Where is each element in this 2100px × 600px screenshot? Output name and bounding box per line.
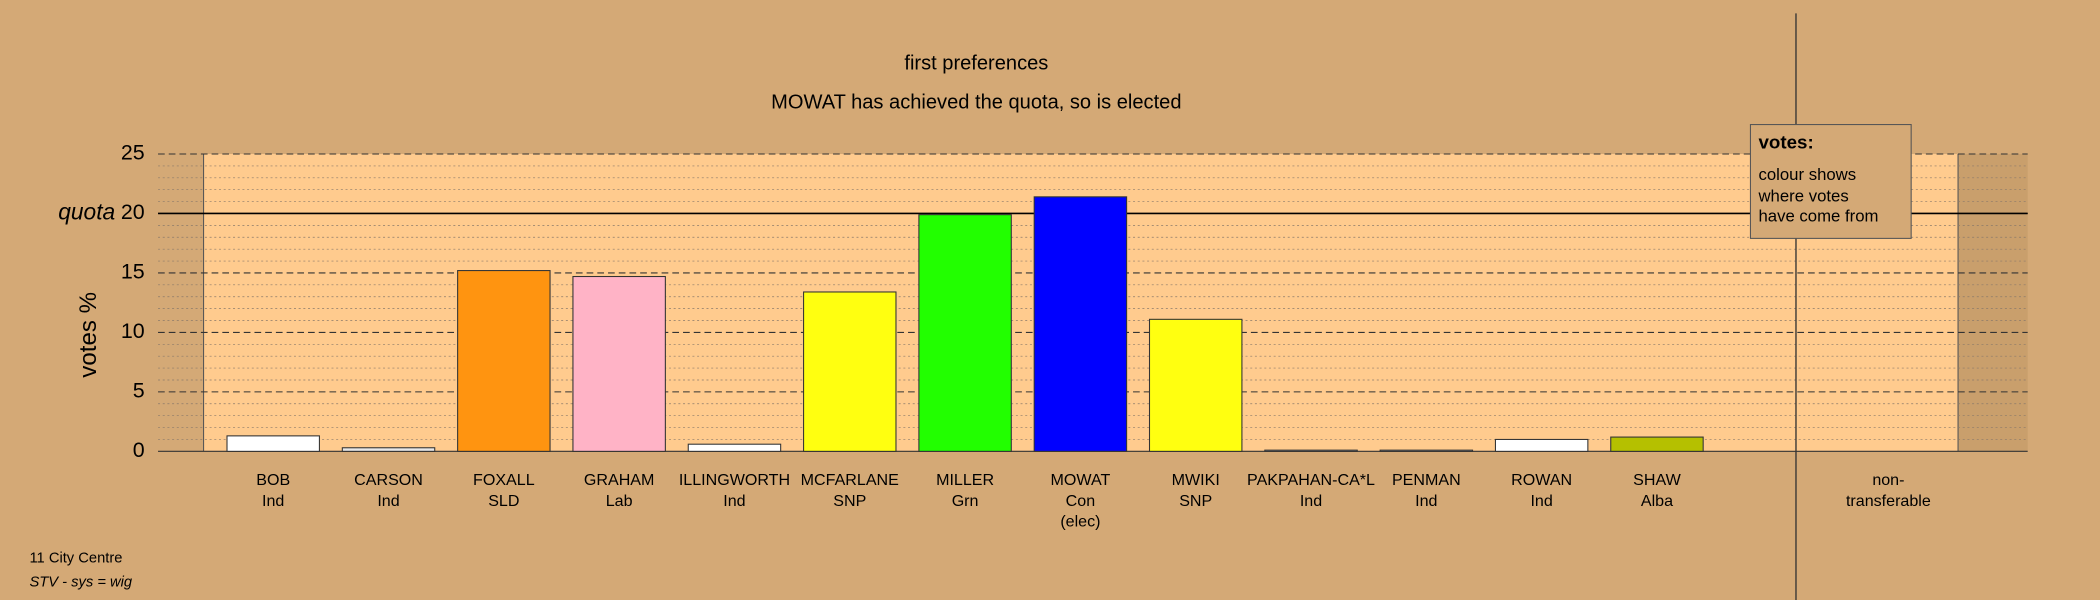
y-tick-label: 5 (133, 379, 145, 403)
x-tick-label: MOWAT (1051, 471, 1111, 489)
bar (803, 291, 897, 452)
y-tick-label: 20 (121, 200, 145, 224)
x-tick-label: CARSON (354, 471, 423, 489)
side-area (1958, 154, 2028, 452)
x-tick-label: FOXALL (473, 471, 535, 489)
x-tick-label: Ind (262, 492, 284, 510)
x-tick-label: transferable (1846, 492, 1931, 510)
y-tick-label: 10 (121, 319, 145, 343)
chart-title: first preferences (904, 53, 1048, 75)
bar (687, 443, 782, 452)
legend-text: where votes (1757, 186, 1848, 205)
x-tick-label: ROWAN (1511, 471, 1572, 489)
x-tick-label: GRAHAM (584, 471, 655, 489)
x-tick-label: SNP (1179, 492, 1212, 510)
x-tick-label: Ind (723, 492, 745, 510)
x-tick-label: Grn (952, 492, 979, 510)
x-tick-label: SLD (488, 492, 519, 510)
quota-label: quota (58, 198, 115, 224)
bar (1033, 196, 1128, 452)
legend-text: have come from (1758, 206, 1878, 225)
chart-subtitle: MOWAT has achieved the quota, so is elec… (771, 91, 1181, 113)
legend-text: colour shows (1758, 165, 1856, 184)
x-tick-label: Ind (1415, 492, 1437, 510)
legend-title: votes: (1758, 131, 1813, 152)
x-tick-label: (elec) (1060, 513, 1100, 531)
x-tick-label: MWIKI (1172, 471, 1220, 489)
x-tick-label: Alba (1641, 492, 1673, 510)
x-tick-label: SHAW (1633, 471, 1681, 489)
x-tick-label: Ind (1300, 492, 1322, 510)
bar (918, 214, 1012, 452)
x-tick-label: non- (1872, 471, 1904, 489)
y-axis-label: votes % (75, 292, 102, 378)
x-tick-label: BOB (256, 471, 290, 489)
y-tick-label: 25 (121, 141, 145, 165)
footer: 11 City Centre (29, 550, 122, 566)
bar (341, 447, 436, 452)
x-tick-label: ILLINGWORTH (679, 471, 790, 489)
x-tick-label: Ind (1530, 492, 1552, 510)
x-tick-label: Con (1066, 492, 1095, 510)
legend-box (1749, 124, 1912, 239)
x-tick-label: SNP (833, 492, 866, 510)
bar (1379, 449, 1474, 452)
bar (1610, 436, 1704, 452)
footer: STV - sys = wig (29, 574, 132, 590)
x-tick-label: Lab (606, 492, 633, 510)
bar (226, 435, 320, 452)
x-tick-label: MILLER (936, 471, 994, 489)
bar (1264, 449, 1358, 452)
bar (572, 275, 666, 452)
bar (457, 270, 551, 452)
x-tick-label: Ind (377, 492, 399, 510)
y-tick-label: 0 (133, 438, 145, 462)
y-tick-label: 15 (121, 260, 145, 284)
bar (1148, 318, 1243, 452)
bar (1494, 438, 1589, 452)
x-tick-label: MCFARLANE (801, 471, 899, 489)
x-tick-label: PAKPAHAN-CA*L (1247, 471, 1375, 489)
x-tick-label: PENMAN (1392, 471, 1461, 489)
